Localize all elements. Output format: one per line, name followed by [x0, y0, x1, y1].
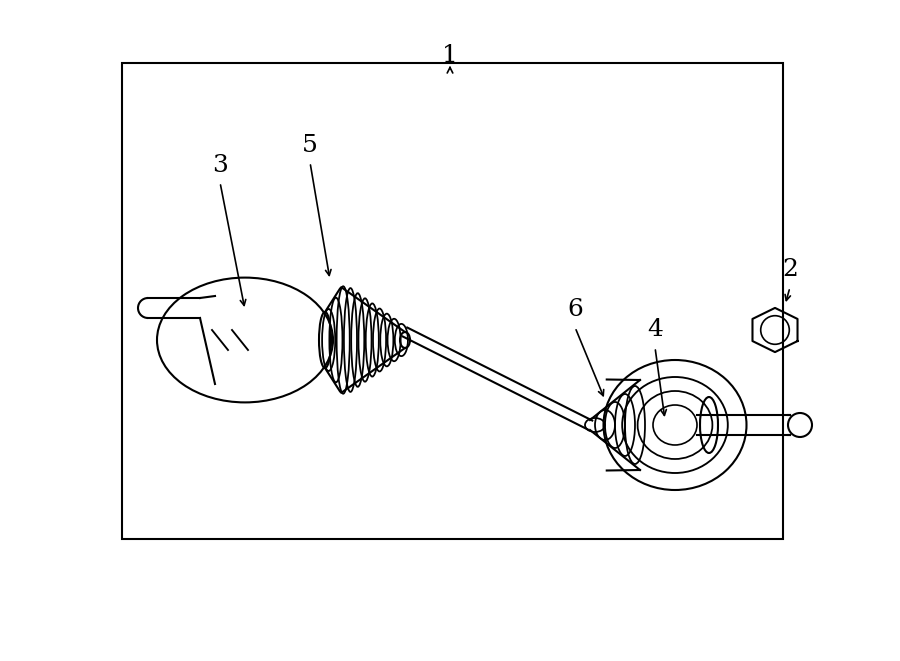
Bar: [122, 63, 783, 539]
Text: 4: 4: [647, 319, 663, 342]
Text: 6: 6: [567, 299, 583, 321]
Text: 2: 2: [782, 258, 798, 282]
Text: 3: 3: [212, 153, 228, 176]
Text: 1: 1: [442, 44, 458, 67]
Text: 5: 5: [302, 134, 318, 157]
